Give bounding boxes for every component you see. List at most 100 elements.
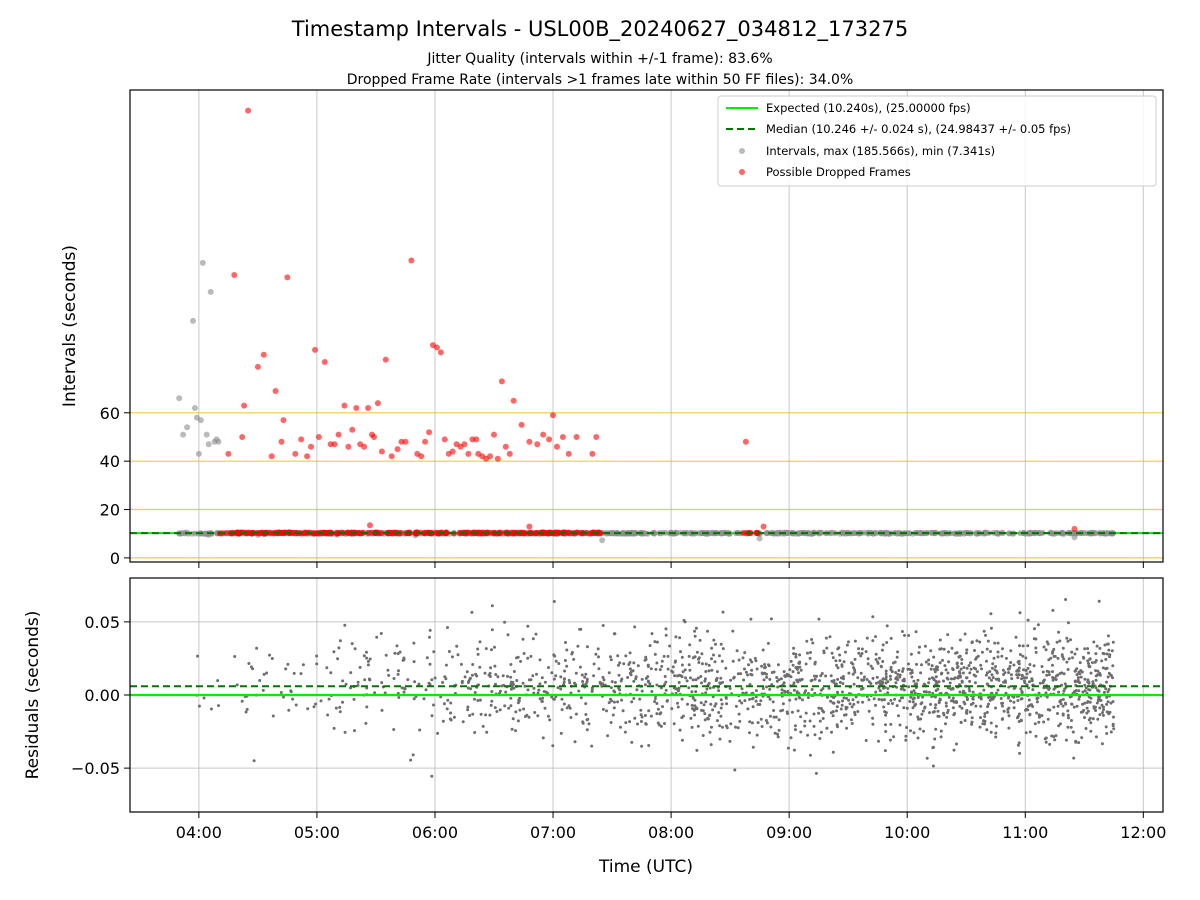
residual-point [463, 675, 467, 679]
residual-point [737, 712, 741, 716]
dropped-frame-point [554, 443, 560, 450]
x-tick-label: 07:00 [530, 823, 576, 842]
residual-point [1056, 656, 1060, 660]
residual-point [1025, 672, 1029, 676]
residual-point [704, 670, 708, 673]
residual-point [776, 735, 780, 739]
residual-point [953, 676, 957, 680]
residual-point [581, 680, 585, 683]
residual-point [562, 702, 566, 706]
residual-point [904, 734, 908, 738]
residual-point [835, 705, 839, 709]
residual-point [537, 688, 541, 692]
residual-point [358, 665, 362, 669]
residual-point [609, 658, 613, 662]
residual-point [1083, 689, 1087, 693]
residual-point [769, 725, 773, 729]
residual-point [459, 662, 463, 666]
residual-point [952, 700, 956, 704]
residual-point [1074, 689, 1078, 692]
residual-point [901, 667, 905, 671]
residual-point [852, 682, 856, 686]
residual-point [353, 647, 357, 651]
residual-point [526, 624, 530, 628]
residual-point [885, 624, 889, 628]
dropped-frame-point [506, 450, 513, 457]
residual-point [804, 662, 808, 666]
residual-point [265, 671, 269, 675]
residual-point [746, 673, 749, 677]
residual-point [1007, 671, 1011, 675]
residual-point [686, 702, 689, 706]
residual-point [688, 643, 692, 647]
residual-point [933, 737, 937, 741]
residual-point [1067, 621, 1070, 625]
residual-point [446, 698, 450, 702]
residual-point [996, 655, 1000, 659]
residual-point [1010, 677, 1014, 681]
residual-point [877, 739, 880, 743]
residual-point [544, 690, 548, 694]
residual-point [1000, 717, 1004, 721]
residual-point [613, 680, 617, 684]
residual-point [503, 704, 507, 708]
residual-point [1105, 732, 1109, 735]
residual-point [693, 698, 697, 702]
residual-point [366, 659, 370, 663]
residual-point [315, 662, 319, 666]
residual-point [312, 705, 316, 709]
residual-point [1089, 721, 1093, 725]
residual-point [710, 668, 714, 672]
residual-point [679, 650, 682, 654]
residual-point [715, 670, 719, 674]
residual-point [573, 681, 576, 685]
residual-point [813, 662, 817, 666]
residual-point [1111, 724, 1115, 728]
residual-point [379, 632, 383, 635]
residual-point [961, 689, 965, 693]
residual-point [939, 735, 943, 739]
residual-point [829, 699, 833, 703]
residual-point [1047, 686, 1051, 690]
residual-point [632, 661, 636, 665]
residual-point [853, 710, 857, 714]
residual-point [1075, 673, 1079, 677]
residual-point [1081, 702, 1084, 706]
residual-point [813, 733, 817, 737]
residual-point [880, 648, 884, 652]
residual-point [791, 663, 795, 667]
residual-point [1019, 719, 1023, 723]
residual-point [658, 668, 662, 672]
residual-point [951, 706, 955, 710]
residual-point [831, 656, 835, 660]
residual-point [668, 644, 672, 648]
residual-point [875, 675, 879, 679]
residual-point [666, 667, 670, 671]
residuals-y-ticks: −0.050.000.05 [71, 613, 130, 778]
residual-point [576, 644, 580, 648]
residual-point [983, 712, 987, 716]
residual-point [1007, 714, 1011, 718]
dropped-frame-point [234, 529, 241, 536]
residual-point [1062, 657, 1066, 661]
residual-point [1094, 686, 1098, 690]
residual-point [931, 764, 935, 768]
residual-point [1065, 636, 1069, 640]
residual-point [636, 722, 639, 726]
residual-point [927, 658, 931, 662]
residual-point [1017, 712, 1021, 716]
residual-point [1042, 720, 1046, 724]
residual-point [927, 677, 931, 681]
residual-point [879, 664, 883, 668]
residual-point [565, 706, 569, 710]
residual-point [839, 707, 843, 711]
residual-point [1057, 630, 1061, 634]
residual-point [657, 723, 661, 727]
residual-point [959, 667, 963, 671]
residual-point [863, 675, 866, 679]
residual-point [845, 706, 849, 709]
residual-point [973, 681, 977, 685]
residual-point [676, 701, 679, 705]
residual-point [838, 680, 842, 684]
residual-point [912, 689, 916, 693]
